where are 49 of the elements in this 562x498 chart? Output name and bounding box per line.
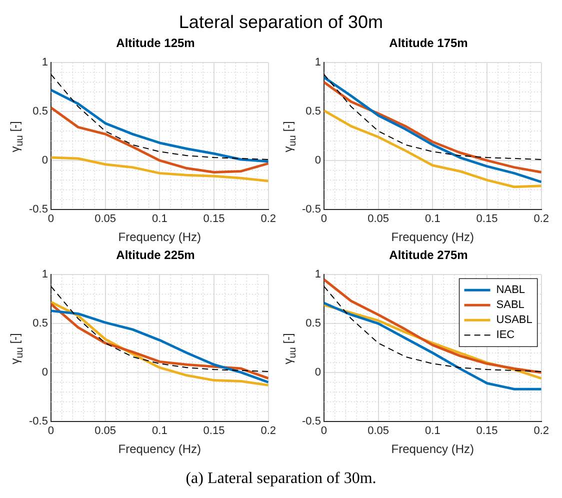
x-tick-label: 0.15 bbox=[476, 213, 498, 226]
x-tick-label: 0.2 bbox=[260, 213, 276, 226]
y-tick-label: -0.5 bbox=[28, 415, 48, 428]
y-tick-label: 0 bbox=[42, 366, 48, 378]
y-tick-label: 1 bbox=[314, 268, 321, 281]
y-tick-label: -0.5 bbox=[28, 203, 48, 216]
legend-label: USABL bbox=[496, 314, 532, 326]
x-axis-title: Frequency (Hz) bbox=[391, 230, 474, 244]
y-tick-label: 0.5 bbox=[306, 106, 321, 118]
y-tick-label: 1 bbox=[314, 56, 321, 69]
y-tick-label: 0 bbox=[314, 154, 321, 166]
x-tick-label: 0.1 bbox=[152, 425, 168, 438]
x-axis-title: Frequency (Hz) bbox=[118, 442, 201, 456]
y-tick-label: -0.5 bbox=[302, 415, 321, 428]
x-tick-label: 0.05 bbox=[94, 425, 116, 438]
x-tick-label: 0.1 bbox=[425, 213, 440, 226]
x-tick-label: 0.2 bbox=[534, 213, 550, 226]
line-series bbox=[50, 286, 268, 372]
y-tick-label: 0 bbox=[42, 154, 48, 166]
chart-title: Altitude 275m bbox=[388, 248, 469, 264]
x-tick-label: 0.05 bbox=[368, 425, 390, 438]
x-tick-label: 0.2 bbox=[534, 425, 550, 438]
line-series bbox=[324, 74, 542, 160]
y-tick-label: 1 bbox=[42, 268, 48, 281]
text: (a) Lateral separation of 30m. bbox=[184, 470, 378, 488]
y-tick-label: 0.5 bbox=[306, 318, 321, 330]
y-tick-label: 0 bbox=[314, 366, 321, 378]
x-tick-label: 0.2 bbox=[260, 425, 276, 438]
y-tick-label: 0.5 bbox=[32, 318, 48, 330]
x-tick-label: 0.05 bbox=[368, 213, 390, 226]
legend-label: IEC bbox=[496, 329, 515, 342]
line-series bbox=[50, 74, 268, 160]
x-tick-label: 0.15 bbox=[203, 213, 225, 226]
chart-title: Altitude 125m bbox=[115, 36, 196, 52]
legend-label: SABL bbox=[496, 299, 524, 312]
x-tick-label: 0.1 bbox=[425, 425, 440, 438]
y-tick-label: 0.5 bbox=[32, 106, 48, 118]
chart-title: Altitude 175m bbox=[388, 36, 469, 52]
x-tick-label: 0.15 bbox=[203, 425, 225, 438]
x-tick-label: 0.05 bbox=[94, 213, 116, 226]
y-tick-label: 1 bbox=[42, 56, 48, 69]
x-axis-title: Frequency (Hz) bbox=[391, 442, 474, 456]
x-axis-title: Frequency (Hz) bbox=[118, 230, 201, 244]
legend-label: NABL bbox=[496, 284, 526, 296]
text: Lateral separation of 30m bbox=[178, 11, 384, 34]
y-tick-label: -0.5 bbox=[302, 203, 321, 216]
x-tick-label: 0.15 bbox=[476, 425, 498, 438]
chart-title: Altitude 225m bbox=[115, 248, 196, 264]
x-tick-label: 0.1 bbox=[152, 213, 168, 226]
